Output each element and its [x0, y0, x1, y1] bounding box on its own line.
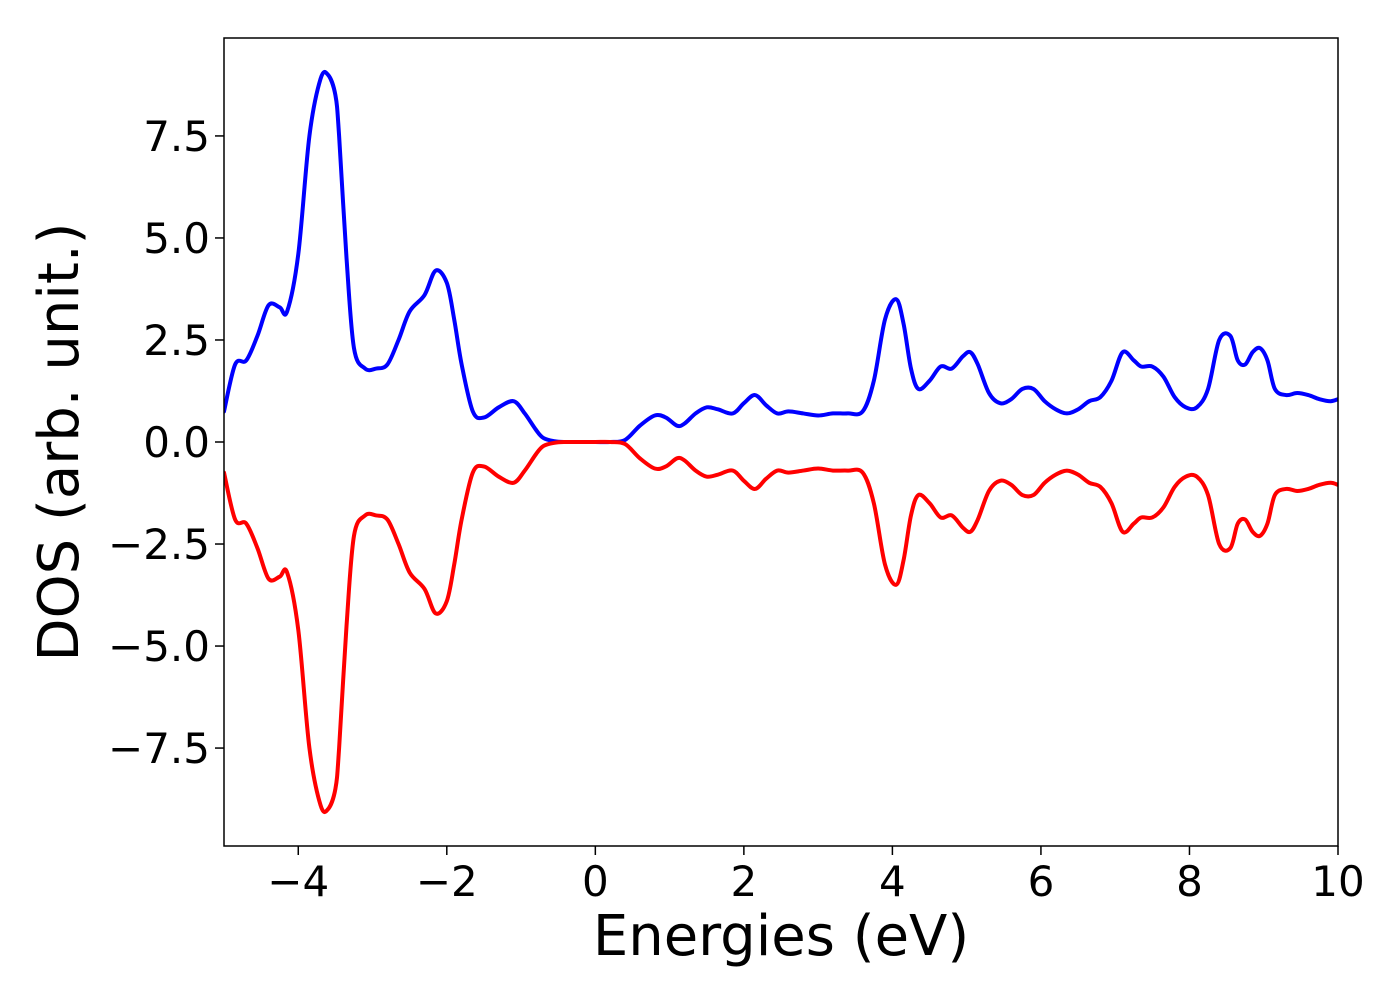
y-tick-label: −2.5: [108, 520, 210, 569]
y-tick-label: −7.5: [108, 724, 210, 773]
x-axis-label: Energies (eV): [593, 904, 969, 969]
y-axis: 7.5 5.0 2.5 0.0 −2.5 −5.0 −7.5: [108, 112, 224, 773]
y-tick-label: −5.0: [108, 622, 210, 671]
x-axis: −4 −2 0 2 4 6 8 10: [267, 846, 1365, 906]
x-tick-label: 4: [879, 857, 906, 906]
plot-frame: [223, 37, 1339, 847]
y-tick-label: 0.0: [143, 418, 210, 467]
series-line-red: [224, 439, 1338, 815]
y-axis-label: DOS (arb. unit.): [27, 222, 92, 661]
x-tick-label: 6: [1028, 857, 1055, 906]
series-line-blue: [224, 69, 1338, 445]
y-tick-label: 7.5: [143, 112, 210, 161]
x-tick-label: 8: [1176, 857, 1203, 906]
x-tick-label: 2: [730, 857, 757, 906]
y-tick-label: 2.5: [143, 316, 210, 365]
x-tick-label: −4: [267, 857, 329, 906]
y-tick-label: 5.0: [143, 214, 210, 263]
x-tick-label: 0: [582, 857, 609, 906]
series-layer: [224, 69, 1338, 815]
x-tick-label: −2: [416, 857, 478, 906]
x-tick-label: 10: [1311, 857, 1364, 906]
